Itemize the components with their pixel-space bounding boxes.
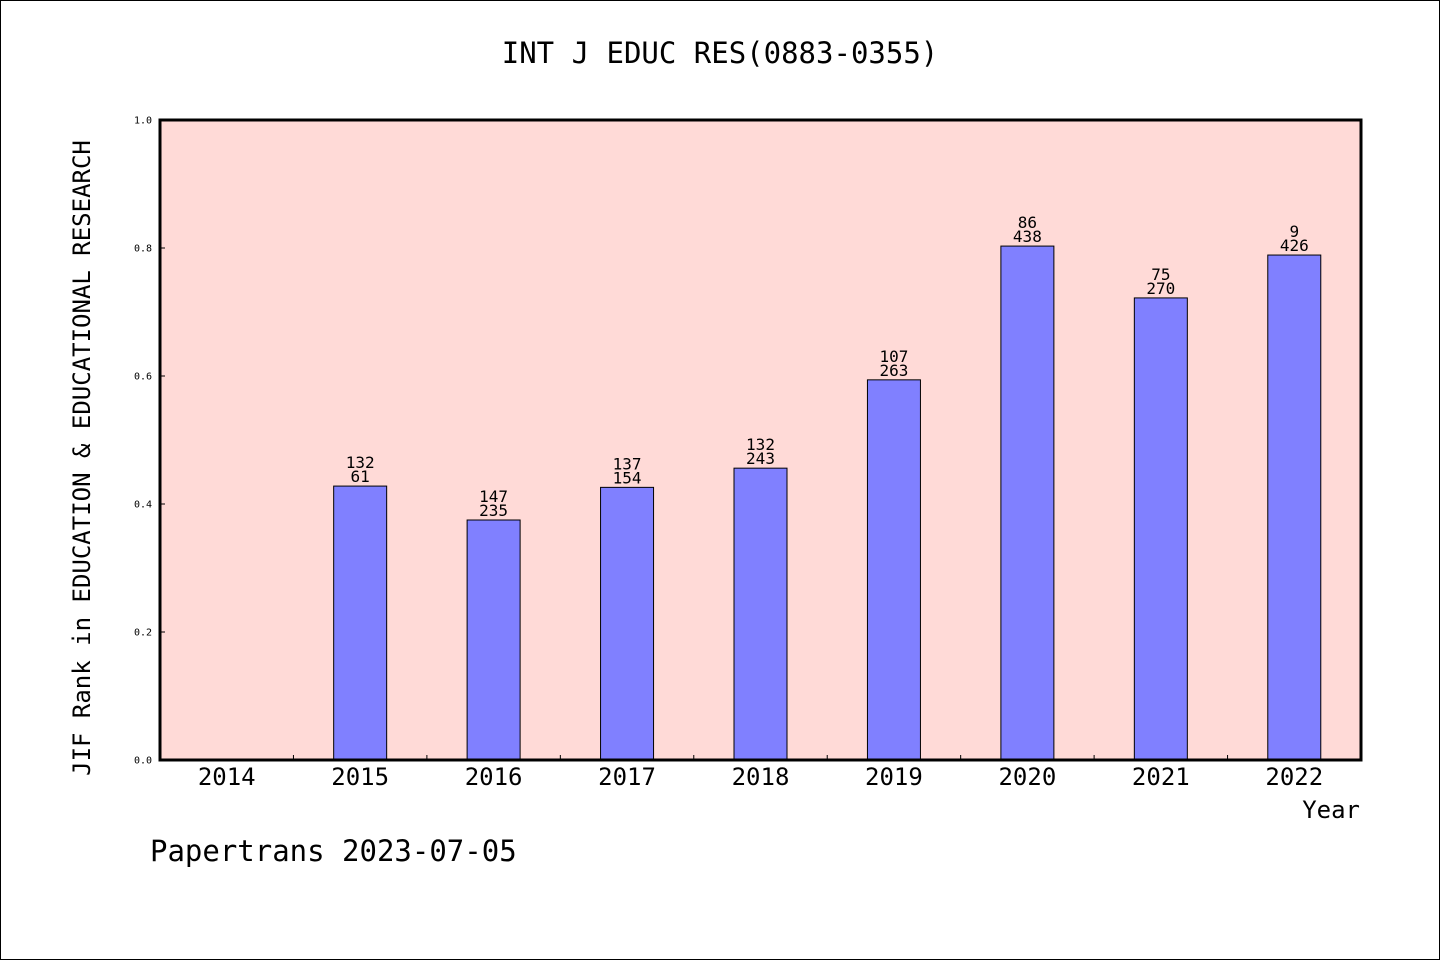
y-tick-label: 0.0 [134,756,152,767]
y-tick-label: 0.4 [134,500,152,511]
bar-label-rank: 86 [1018,213,1037,232]
bars-layer [333,245,1322,761]
bar-label-total: 61 [351,467,370,486]
bar-label-total: 263 [879,361,908,380]
x-axis-label: Year [1302,796,1360,824]
x-tick-label: 2014 [198,763,256,791]
bar [1000,245,1055,761]
footer-watermark: Papertrans 2023-07-05 [150,834,517,868]
x-tick-label: 2017 [598,763,656,791]
bar [733,467,788,761]
bar-label-total: 154 [613,468,642,487]
x-tick-label: 2021 [1132,763,1190,791]
bar-label-total: 438 [1013,227,1042,246]
bar-label-rank: 137 [613,454,642,473]
x-tick-label: 2018 [732,763,790,791]
bar [333,485,388,761]
bar-label-rank: 147 [479,487,508,506]
x-tick-label: 2020 [998,763,1056,791]
bar [1267,254,1322,761]
bar-label-total: 243 [746,449,775,468]
x-tick-label: 2019 [865,763,923,791]
y-axis-label: JIF Rank in EDUCATION & EDUCATIONAL RESE… [68,140,96,776]
x-tick-label: 2016 [465,763,523,791]
labels-layer: 2014 201561132201623514720171541372018243… [198,213,1323,791]
bar-label-rank: 75 [1151,265,1170,284]
bar [466,519,521,761]
bar-label-rank: 132 [746,435,775,454]
chart-title: INT J EDUC RES(0883-0355) [501,36,939,70]
bar [866,379,921,761]
y-tick-label: 0.6 [134,372,152,383]
bar-label-rank: 132 [346,453,375,472]
y-tick-label: 0.2 [134,628,152,639]
bar-label-total: 270 [1146,279,1175,298]
plot-border [158,118,1363,762]
x-tick-label: 2022 [1265,763,1323,791]
bar-label-total: 235 [479,501,508,520]
bar-label-rank: 107 [879,347,908,366]
bar [600,486,655,761]
y-tick-label: 1.0 [134,116,152,127]
bar [1133,297,1188,761]
y-tick-label: 0.8 [134,244,152,255]
bar-label-rank: 9 [1289,222,1299,241]
x-tick-label: 2015 [331,763,389,791]
bar-label-total: 426 [1280,236,1309,255]
